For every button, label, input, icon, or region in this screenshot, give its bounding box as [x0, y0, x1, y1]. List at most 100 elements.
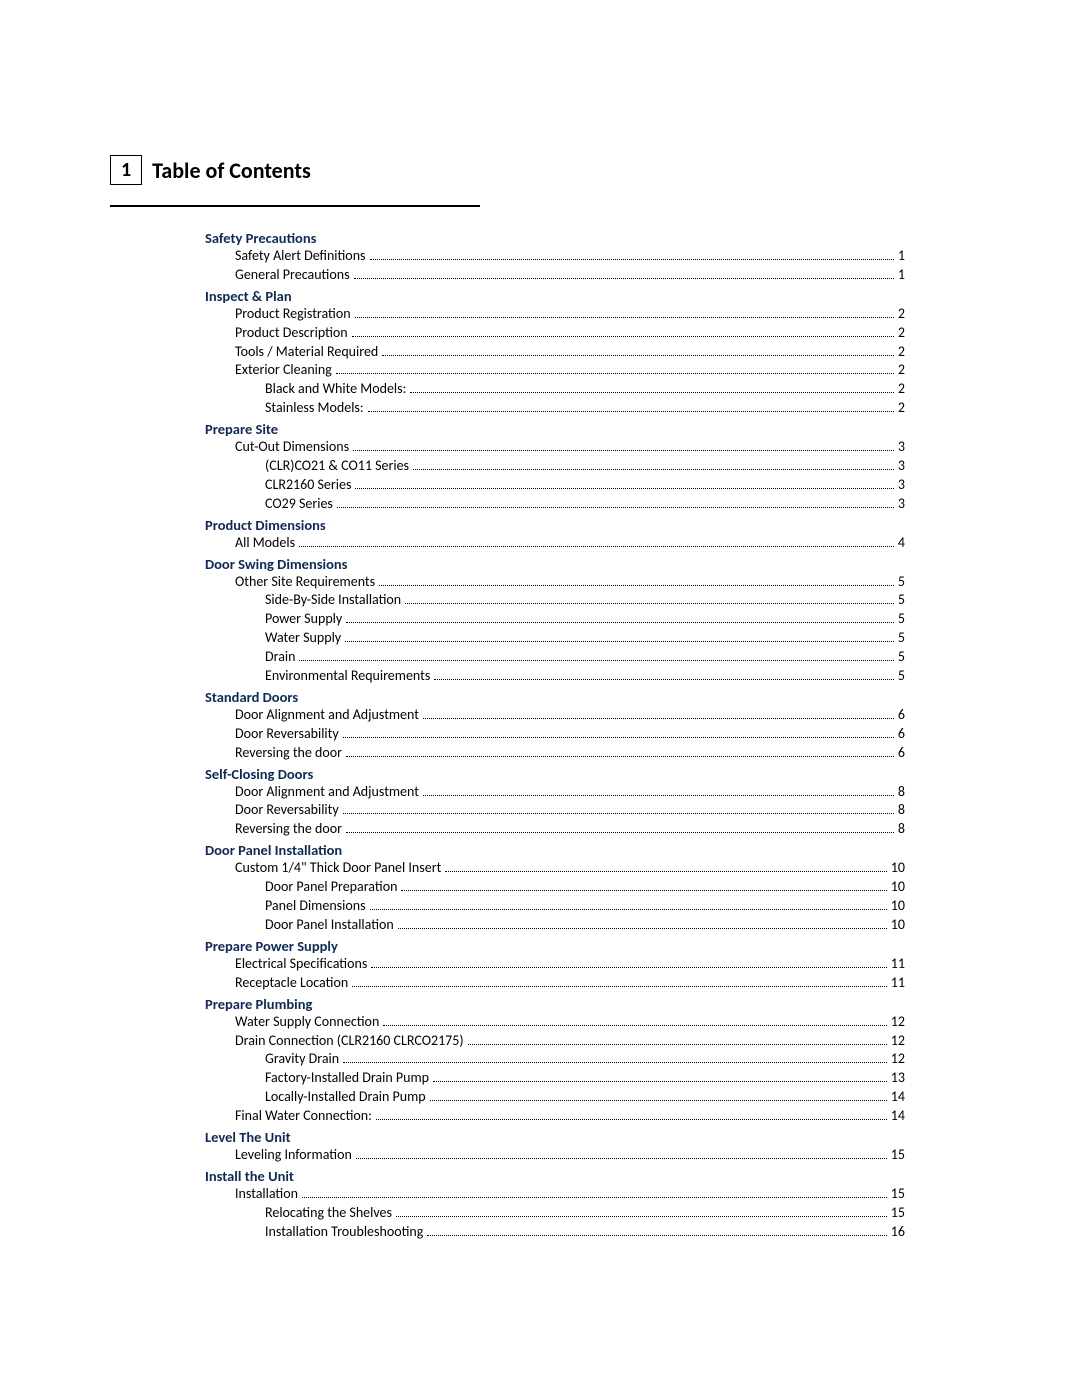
toc-entry: Environmental Requirements 5 [205, 667, 905, 686]
toc-leader-dots [371, 967, 887, 968]
toc-entry: Door Panel Installation 10 [205, 916, 905, 935]
toc-entry: Electrical Specifications11 [205, 955, 905, 974]
toc-leader-dots [355, 488, 893, 489]
section-title: Safety Precautions [205, 229, 905, 247]
toc-entry-label: Locally-Installed Drain Pump [265, 1088, 428, 1107]
toc-entry-page: 2 [896, 380, 905, 399]
toc-leader-dots [337, 507, 894, 508]
toc-entry-page: 12 [889, 1032, 905, 1051]
toc-entry: (CLR)CO21 & CO11 Series 3 [205, 457, 905, 476]
toc-entry-label: Leveling Information [235, 1146, 354, 1165]
toc-leader-dots [396, 1216, 887, 1217]
section-title: Prepare Site [205, 420, 905, 438]
toc-entry-page: 14 [889, 1107, 905, 1126]
toc-entry-page: 3 [896, 438, 905, 457]
toc-entry-label: Reversing the door [235, 744, 344, 763]
toc-leader-dots [434, 679, 894, 680]
toc-entry-page: 5 [896, 610, 905, 629]
toc-leader-dots [302, 1197, 887, 1198]
toc-entry-page: 12 [889, 1013, 905, 1032]
toc-entry-page: 5 [896, 629, 905, 648]
toc-entry: Relocating the Shelves 15 [205, 1204, 905, 1223]
toc-entry-label: CO29 Series [265, 495, 335, 514]
toc-leader-dots [354, 278, 894, 279]
toc-entry-page: 10 [889, 859, 905, 878]
toc-leader-dots [379, 585, 894, 586]
toc-leader-dots [370, 259, 894, 260]
toc-leader-dots [343, 1062, 887, 1063]
toc-leader-dots [370, 909, 887, 910]
toc-entry-page: 16 [889, 1223, 905, 1242]
toc-entry-label: Stainless Models: [265, 399, 366, 418]
toc-entry-page: 10 [889, 878, 905, 897]
toc-entry-page: 1 [896, 247, 905, 266]
toc-entry-label: Water Supply [265, 629, 343, 648]
toc-entry: Tools / Material Required2 [205, 343, 905, 362]
toc-entry-label: Installation [235, 1185, 300, 1204]
toc-entry-label: Custom 1/4" Thick Door Panel Insert [235, 859, 443, 878]
toc-entry-page: 2 [896, 343, 905, 362]
toc-leader-dots [405, 603, 894, 604]
toc-entry-page: 3 [896, 457, 905, 476]
toc-entry: Reversing the door8 [205, 820, 905, 839]
toc-entry: Custom 1/4" Thick Door Panel Insert 10 [205, 859, 905, 878]
toc-entry: General Precautions1 [205, 266, 905, 285]
toc-entry: Product Description 2 [205, 324, 905, 343]
toc-entry-page: 8 [896, 783, 905, 802]
toc-entry-label: Environmental Requirements [265, 667, 432, 686]
toc-entry-page: 8 [896, 801, 905, 820]
toc-entry-label: Black and White Models: [265, 380, 408, 399]
toc-entry-page: 12 [889, 1050, 905, 1069]
toc-leader-dots [398, 928, 887, 929]
toc-entry-label: Other Site Requirements [235, 573, 377, 592]
toc-entry-page: 6 [896, 725, 905, 744]
toc-entry-label: Safety Alert Definitions [235, 247, 368, 266]
section-title: Product Dimensions [205, 516, 905, 534]
toc-title: Table of Contents [152, 157, 480, 184]
toc-body: Safety PrecautionsSafety Alert Definitio… [110, 229, 905, 1242]
toc-header: 1 Table of Contents [110, 155, 480, 185]
toc-entry-page: 15 [889, 1185, 905, 1204]
toc-entry-page: 1 [896, 266, 905, 285]
toc-entry-label: Door Reversability [235, 725, 341, 744]
toc-leader-dots [376, 1119, 887, 1120]
toc-leader-dots [423, 718, 894, 719]
toc-entry-page: 15 [889, 1146, 905, 1165]
toc-entry-label: Product Description [235, 324, 350, 343]
toc-leader-dots [423, 795, 894, 796]
toc-entry: Reversing the door 6 [205, 744, 905, 763]
toc-entry-label: Relocating the Shelves [265, 1204, 394, 1223]
toc-entry-page: 2 [896, 361, 905, 380]
toc-entry-label: (CLR)CO21 & CO11 Series [265, 457, 411, 476]
toc-leader-dots [368, 411, 894, 412]
toc-entry: Drain 5 [205, 648, 905, 667]
toc-entry-page: 2 [896, 305, 905, 324]
toc-entry-label: Factory-Installed Drain Pump [265, 1069, 431, 1088]
toc-entry-label: Water Supply Connection [235, 1013, 381, 1032]
section-title: Door Panel Installation [205, 841, 905, 859]
toc-entry-label: All Models [235, 534, 297, 553]
toc-entry: CLR2160 Series 3 [205, 476, 905, 495]
toc-entry: Exterior Cleaning2 [205, 361, 905, 380]
toc-entry: Power Supply 5 [205, 610, 905, 629]
toc-entry-page: 13 [889, 1069, 905, 1088]
toc-leader-dots [427, 1235, 886, 1236]
section-title: Prepare Plumbing [205, 995, 905, 1013]
toc-entry-page: 6 [896, 744, 905, 763]
toc-entry-label: Door Alignment and Adjustment [235, 706, 421, 725]
toc-entry-page: 4 [896, 534, 905, 553]
toc-leader-dots [413, 469, 894, 470]
section-title: Level The Unit [205, 1128, 905, 1146]
toc-leader-dots [343, 737, 894, 738]
toc-entry: Receptacle Location11 [205, 974, 905, 993]
toc-entry-page: 10 [889, 916, 905, 935]
toc-leader-dots [445, 871, 887, 872]
toc-entry: Cut-Out Dimensions3 [205, 438, 905, 457]
section-title: Prepare Power Supply [205, 937, 905, 955]
toc-leader-dots [346, 756, 894, 757]
section-title: Install the Unit [205, 1167, 905, 1185]
toc-leader-dots [345, 641, 894, 642]
toc-entry: Door Alignment and Adjustment6 [205, 706, 905, 725]
toc-leader-dots [356, 1158, 887, 1159]
toc-entry-page: 2 [896, 324, 905, 343]
